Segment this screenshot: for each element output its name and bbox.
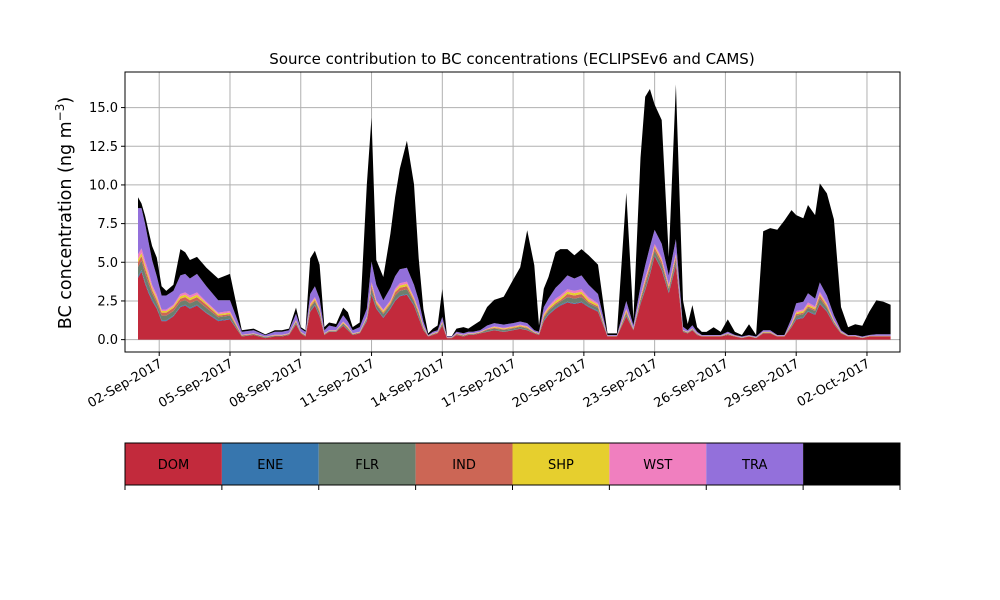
legend-swatch-ene [221, 443, 319, 485]
x-tick-label: 05-Sep-2017 [156, 356, 236, 411]
x-tick-label: 08-Sep-2017 [227, 356, 307, 411]
x-tick-label: 23-Sep-2017 [581, 356, 661, 411]
legend-label-dom: DOM [158, 458, 189, 473]
y-tick-label: 0.0 [97, 333, 118, 348]
legend-label-ene: ENE [257, 458, 283, 473]
legend-label-wst: WST [643, 458, 672, 473]
y-axis-label-superscript: −3 [53, 104, 67, 122]
x-tick-label: 11-Sep-2017 [298, 356, 378, 411]
legend-label-tra: TRA [741, 458, 767, 473]
x-tick-label: 02-Sep-2017 [85, 356, 165, 411]
y-tick-label: 15.0 [89, 101, 118, 116]
x-tick-label: 02-Oct-2017 [795, 356, 873, 410]
legend-swatch-dom [125, 443, 222, 485]
legend-label-flr: FLR [355, 458, 379, 473]
legend-swatch-ind [415, 443, 513, 485]
y-axis-label-close: ) [56, 97, 76, 104]
x-tick-label: 14-Sep-2017 [368, 356, 448, 411]
legend-label-ind: IND [452, 458, 476, 473]
x-tick-label: 17-Sep-2017 [439, 356, 519, 411]
x-tick-label: 20-Sep-2017 [510, 356, 590, 411]
x-axis: 02-Sep-201705-Sep-201708-Sep-201711-Sep-… [85, 352, 873, 411]
legend-swatch-bb [803, 443, 900, 485]
x-tick-label: 29-Sep-2017 [722, 356, 802, 411]
y-tick-label: 7.5 [97, 217, 118, 232]
y-tick-label: 2.5 [97, 294, 118, 309]
legend-colorbar: DOM ENE FLR IND SHP WST TRA BB [124, 442, 901, 490]
legend-swatch-wst [609, 443, 707, 485]
plot-frame [124, 71, 901, 353]
y-axis-label: BC concentration (ng m−3) [53, 97, 76, 329]
legend-label-bb: BB [843, 458, 861, 473]
legend-swatch-flr [318, 443, 416, 485]
x-tick-label: 26-Sep-2017 [652, 356, 732, 411]
legend-label-shp: SHP [548, 458, 574, 473]
chart-title: Source contribution to BC concentrations… [269, 50, 754, 68]
y-tick-label: 12.5 [89, 140, 118, 155]
legend-swatch-shp [512, 443, 610, 485]
y-axis: 0.0 2.5 5.0 7.5 10.0 12.5 15.0 [89, 101, 125, 348]
y-axis-label-text: BC concentration (ng m [56, 121, 76, 329]
area-bb [138, 84, 891, 337]
y-tick-label: 10.0 [89, 178, 118, 193]
y-tick-label: 5.0 [97, 256, 118, 271]
stacked-areas [138, 84, 891, 340]
legend-swatch-tra [706, 443, 804, 485]
area-dom [138, 256, 891, 340]
